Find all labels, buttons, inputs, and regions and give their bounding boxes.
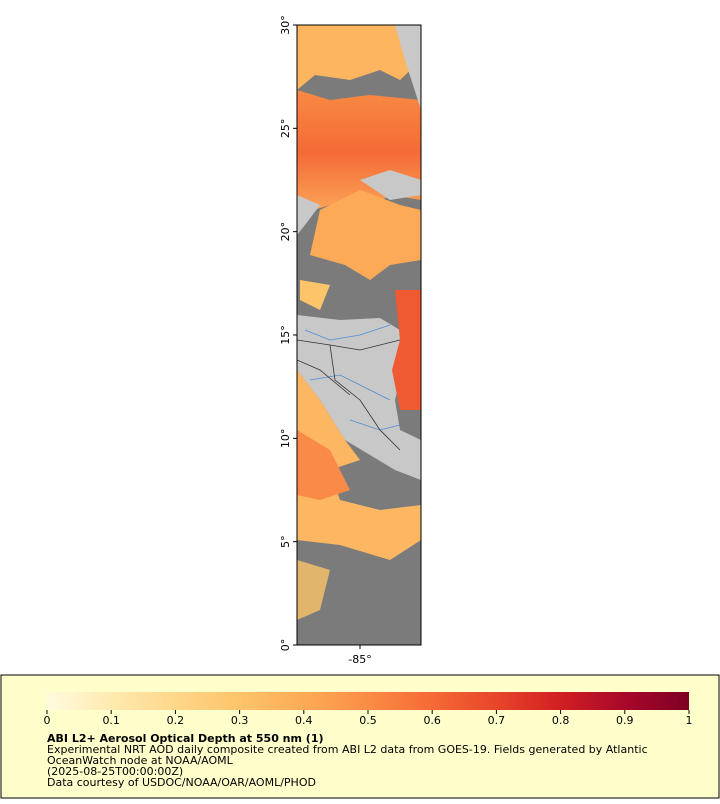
- colorbar-tick-label: 0.7: [488, 714, 506, 727]
- lon-tick-label: -85°: [348, 653, 371, 666]
- colorbar-tick-label: 0.9: [616, 714, 634, 727]
- colorbar-tick-label: 0: [44, 714, 51, 727]
- legend-title: ABI L2+ Aerosol Optical Depth at 550 nm …: [47, 732, 324, 745]
- colorbar: [47, 692, 689, 710]
- colorbar-tick-label: 0.5: [359, 714, 377, 727]
- lat-tick-label: 5°: [279, 535, 292, 548]
- colorbar-axis: 0 0.1 0.2 0.3 0.4 0.5 0.6 0.7 0.8 0.9 1: [44, 710, 693, 727]
- lat-tick-label: 20°: [279, 222, 292, 242]
- lat-tick-label: 0°: [279, 639, 292, 652]
- colorbar-tick-label: 0.8: [552, 714, 570, 727]
- legend-lines: Experimental NRT AOD daily composite cre…: [47, 743, 648, 789]
- axes: 0° 5° 10° 15° 20° 25° 30° -85°: [279, 15, 372, 666]
- legend-line: (2025-08-25T00:00:00Z): [47, 765, 183, 778]
- colorbar-tick-label: 0.1: [102, 714, 120, 727]
- legend-line: OceanWatch node at NOAA/AOML: [47, 754, 234, 767]
- colorbar-tick-label: 1: [686, 714, 693, 727]
- lat-tick-label: 25°: [279, 119, 292, 139]
- legend-line: Data courtesy of USDOC/NOAA/OAR/AOML/PHO…: [47, 776, 316, 789]
- legend-line: Experimental NRT AOD daily composite cre…: [47, 743, 648, 756]
- colorbar-tick-label: 0.4: [295, 714, 313, 727]
- colorbar-tick-label: 0.6: [423, 714, 441, 727]
- colorbar-tick-label: 0.2: [167, 714, 185, 727]
- lat-tick-label: 10°: [279, 429, 292, 449]
- colorbar-tick-label: 0.3: [231, 714, 249, 727]
- lat-tick-label: 15°: [279, 325, 292, 345]
- map-image: [297, 25, 421, 645]
- lat-tick-label: 30°: [279, 15, 292, 35]
